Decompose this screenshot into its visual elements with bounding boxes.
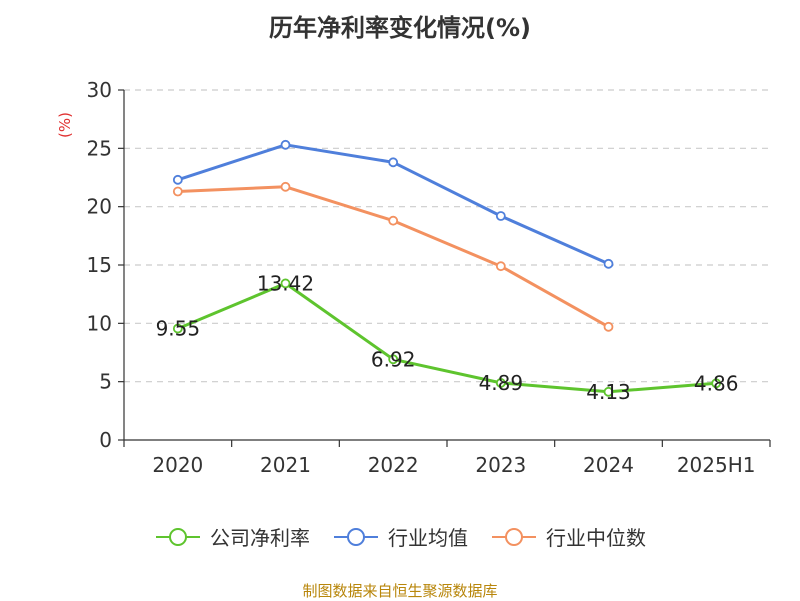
data-point-1: [172, 174, 183, 185]
series-line-2: [177, 185, 610, 329]
y-tick-label: 0: [99, 428, 112, 452]
chart-title: 历年净利率变化情况(%): [269, 14, 531, 42]
line-chart: 0 5 10 15 20 25 30 (%) 2020 2021 2022 2023 2024 2025H…: [56, 78, 771, 477]
data-label: 4.13: [586, 380, 631, 404]
y-tick-label: 20: [87, 195, 112, 219]
x-tick-label: 2022: [368, 453, 419, 477]
data-label: 13.42: [257, 271, 314, 295]
data-point-0: [388, 354, 399, 365]
data-point-2: [280, 181, 291, 192]
data-point-2: [172, 186, 183, 197]
legend-marker-industry-mean: [334, 527, 378, 546]
y-tick-label: 25: [87, 136, 112, 160]
data-label: 9.55: [156, 317, 201, 341]
grid-layer: [124, 89, 770, 383]
source-note: 制图数据来自恒生聚源数据库: [302, 582, 498, 600]
data-point-2: [495, 261, 506, 272]
data-label: 4.86: [694, 371, 739, 395]
legend-label-company: 公司净利率: [210, 526, 310, 550]
y-axis-title: (%): [56, 112, 74, 138]
x-tick-label: 2024: [583, 453, 634, 477]
y-tick-label: 15: [87, 253, 112, 277]
legend-item-industry-mean[interactable]: 行业均值: [332, 522, 468, 551]
legend-marker-industry-median: [492, 527, 536, 546]
series-line-0: [177, 281, 717, 394]
data-point-0: [172, 323, 183, 334]
data-point-0: [711, 378, 722, 389]
legend-item-company[interactable]: 公司净利率: [154, 522, 310, 551]
data-label-layer: 9.55 13.42 6.92 4.89 4.13 4.86: [156, 271, 739, 403]
data-point-1: [388, 157, 399, 168]
legend-item-industry-median[interactable]: 行业中位数: [490, 522, 646, 551]
x-tick-label: 2020: [152, 453, 203, 477]
legend-marker-company: [156, 527, 200, 546]
series-layer: [172, 139, 722, 397]
axis-layer: 0 5 10 15 20 25 30 (%) 2020 2021 2022 2023 2024 2025H…: [56, 78, 771, 477]
x-tick-label: 2025H1: [677, 453, 756, 477]
data-label: 4.89: [479, 371, 524, 395]
y-tick-label: 30: [87, 78, 112, 102]
data-point-2: [388, 215, 399, 226]
y-tick-label: 10: [87, 311, 112, 335]
legend-label-industry-mean: 行业均值: [388, 526, 468, 550]
x-tick-label: 2021: [260, 453, 311, 477]
y-tick-label: 5: [99, 370, 112, 394]
data-point-0: [495, 378, 506, 388]
data-label: 6.92: [371, 347, 416, 371]
legend-label-industry-median: 行业中位数: [546, 526, 646, 550]
data-point-1: [280, 139, 291, 150]
data-point-1: [603, 258, 614, 269]
x-tick-label: 2023: [475, 453, 526, 477]
data-point-2: [603, 321, 614, 332]
data-point-0: [280, 278, 291, 289]
data-point-1: [495, 211, 506, 221]
data-point-0: [603, 386, 614, 397]
legend: 公司净利率 行业均值 行业中位数: [0, 522, 800, 551]
